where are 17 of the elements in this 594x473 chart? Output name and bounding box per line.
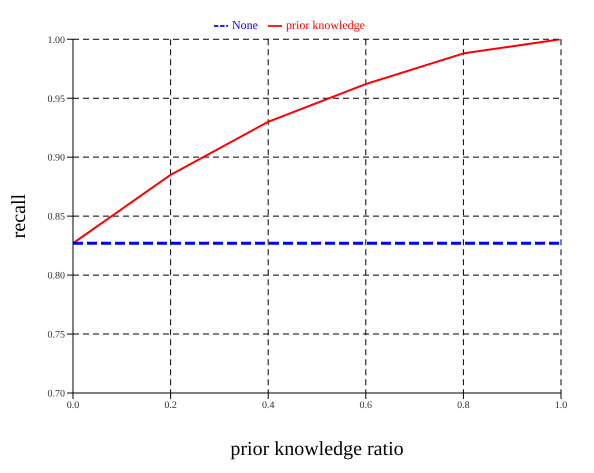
y-tick-label: 0.75 [48, 330, 65, 341]
legend-label: prior knowledge [286, 18, 365, 32]
x-axis-title: prior knowledge ratio [230, 438, 404, 460]
legend-label: None [232, 18, 258, 32]
y-axis-title: recall [8, 193, 30, 238]
x-tick-label: 0.8 [457, 400, 470, 412]
y-tick-label: 0.80 [48, 270, 65, 282]
x-tick-label: 0.6 [360, 400, 372, 412]
y-tick-label: 1.00 [48, 34, 65, 46]
x-tick-label: 1.0 [554, 400, 568, 412]
x-tick-label: 0.0 [66, 400, 80, 412]
y-tick-label: 0.95 [48, 94, 65, 105]
x-tick-label: 0.4 [262, 400, 274, 412]
y-tick-label: 0.85 [48, 212, 65, 223]
x-tick-label: 0.2 [164, 400, 177, 412]
y-tick-label: 0.70 [48, 388, 65, 400]
y-tick-label: 0.90 [48, 152, 65, 164]
